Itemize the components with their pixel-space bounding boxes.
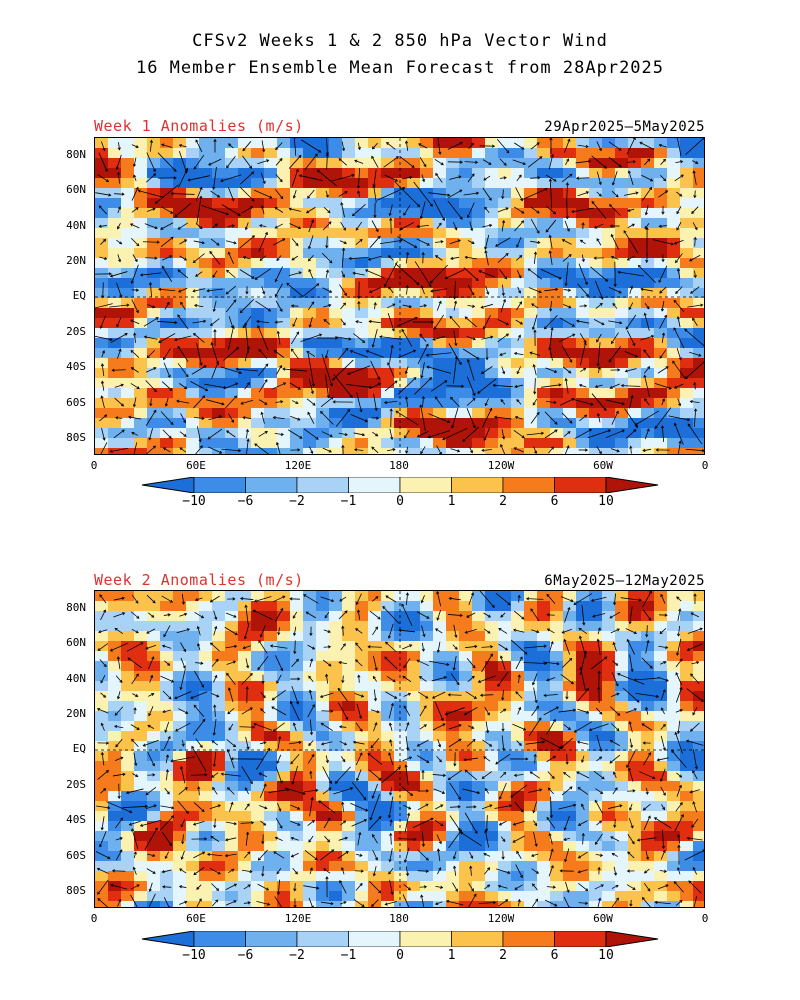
- anomaly-field: [95, 591, 704, 907]
- colorbar-label: −6: [237, 948, 254, 963]
- y-tick-label: 60S: [66, 396, 86, 409]
- colorbar-label: −10: [182, 494, 206, 509]
- colorbar-label: 0: [396, 494, 404, 509]
- colorbar-label: 2: [499, 948, 507, 963]
- colorbar-label: 10: [598, 948, 614, 963]
- colorbar-label: −10: [182, 948, 206, 963]
- figure-title-line2: 16 Member Ensemble Mean Forecast from 28…: [135, 58, 665, 78]
- x-tick-label: 0: [90, 912, 98, 925]
- colorbar-swatches: [141, 930, 659, 948]
- y-tick-label: 20N: [66, 254, 86, 267]
- y-tick-label: 40S: [66, 813, 86, 826]
- colorbar-label: 1: [447, 948, 456, 963]
- x-tick-label: 120W: [487, 912, 515, 925]
- colorbar-label: −6: [237, 494, 254, 509]
- x-tick-label: 60E: [186, 912, 206, 925]
- colorbar-label: −1: [340, 948, 357, 963]
- y-tick-label: 80S: [66, 431, 86, 444]
- y-tick-label: EQ: [72, 742, 86, 755]
- x-tick-label: 0: [701, 912, 709, 925]
- y-tick-label: 40N: [66, 219, 86, 232]
- y-tick-label: 20S: [66, 325, 86, 338]
- colorbar-label: −2: [289, 948, 305, 963]
- panel1-title: Week 1 Anomalies (m/s): [94, 117, 304, 135]
- colorbar-label: −2: [289, 494, 305, 509]
- y-tick-label: 40S: [66, 360, 86, 373]
- x-tick-label: 60W: [593, 459, 613, 472]
- y-tick-label: 80N: [66, 148, 86, 161]
- x-tick-label: 60E: [186, 459, 206, 472]
- colorbar-label: 6: [550, 948, 559, 963]
- y-tick-label: 60N: [66, 636, 86, 649]
- y-tick-label: 80N: [66, 601, 86, 614]
- y-tick-label: 60S: [66, 849, 86, 862]
- panel2-map: [94, 590, 705, 908]
- x-tick-label: 0: [701, 459, 709, 472]
- colorbar-label: −1: [340, 494, 357, 509]
- anomaly-field: [95, 138, 704, 454]
- y-tick-label: 60N: [66, 183, 86, 196]
- y-tick-label: 40N: [66, 672, 86, 685]
- panel1-dates: 29Apr2025–5May2025: [544, 119, 705, 135]
- y-tick-label: 80S: [66, 884, 86, 897]
- colorbar-label: 1: [447, 494, 456, 509]
- x-tick-label: 120E: [284, 912, 312, 925]
- colorbar-label: 10: [598, 494, 614, 509]
- panel1-map: [94, 137, 705, 455]
- panel2-colorbar: −10 −6 −2 −1 0 1 2 6 10: [140, 930, 660, 963]
- colorbar-label: 2: [499, 494, 507, 509]
- panel1-colorbar: −10 −6 −2 −1 0 1 2 6 10: [140, 476, 660, 509]
- colorbar-swatches: [141, 476, 659, 494]
- x-tick-label: 180: [389, 912, 409, 925]
- panel2-dates: 6May2025–12May2025: [544, 573, 705, 589]
- x-tick-label: 60W: [593, 912, 613, 925]
- y-tick-label: 20N: [66, 707, 86, 720]
- colorbar-label: 6: [550, 494, 559, 509]
- y-tick-label: EQ: [72, 289, 86, 302]
- y-tick-label: 20S: [66, 778, 86, 791]
- x-tick-label: 0: [90, 459, 98, 472]
- x-tick-label: 120W: [487, 459, 515, 472]
- colorbar-label: 0: [396, 948, 404, 963]
- x-tick-label: 120E: [284, 459, 312, 472]
- x-tick-label: 180: [389, 459, 409, 472]
- figure-title-line1: CFSv2 Weeks 1 & 2 850 hPa Vector Wind: [192, 31, 608, 51]
- panel2-title: Week 2 Anomalies (m/s): [94, 571, 304, 589]
